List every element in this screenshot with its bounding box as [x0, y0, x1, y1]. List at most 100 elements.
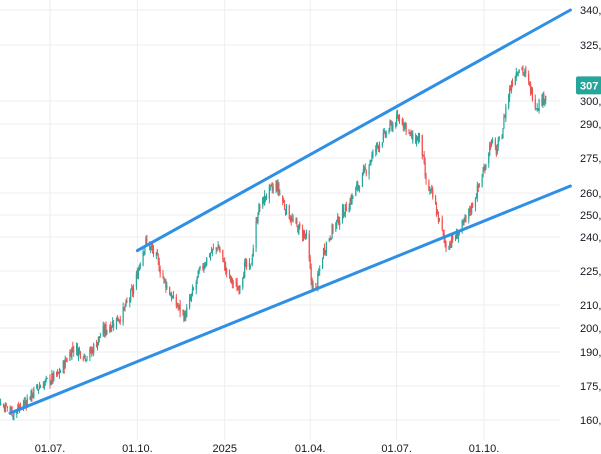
- candle-body: [116, 315, 119, 321]
- price-tick-label: 200,: [580, 323, 601, 335]
- candle-body: [192, 289, 195, 291]
- candle-body: [357, 182, 359, 189]
- candle-body: [162, 273, 164, 279]
- candle-body: [122, 306, 124, 323]
- candle-body: [528, 83, 531, 85]
- candle-body: [72, 346, 74, 349]
- candle-body: [456, 233, 459, 239]
- candle-body: [102, 326, 104, 336]
- price-tick-label: 210,: [580, 300, 601, 312]
- candle-body: [23, 401, 25, 405]
- candle-body: [429, 189, 431, 191]
- candle-body: [524, 71, 526, 74]
- candle-body: [469, 207, 471, 213]
- candle-body: [158, 261, 160, 272]
- candle-body: [29, 397, 31, 400]
- upper-trendline[interactable]: [135, 8, 572, 253]
- candle-body: [199, 266, 201, 269]
- candle-body: [375, 149, 377, 152]
- candle-body: [342, 208, 345, 218]
- candle-body: [270, 184, 272, 186]
- candle-body: [69, 351, 71, 361]
- candle-body: [50, 381, 52, 385]
- candle-body: [164, 279, 166, 281]
- candle-body: [516, 73, 518, 75]
- candle-body: [229, 275, 232, 281]
- price-axis[interactable]: 160, 175, 190, 200, 210, 225, 240, 250, 260, 275,…: [580, 5, 601, 427]
- candle-body: [432, 189, 434, 198]
- time-tick-label: 01.07.: [381, 443, 412, 454]
- candle-body: [279, 193, 281, 195]
- candle-body: [464, 217, 466, 221]
- candle-body: [112, 321, 114, 328]
- candle-body: [501, 138, 503, 140]
- price-tick-label: 190,: [580, 347, 601, 359]
- candle-body: [170, 295, 172, 297]
- price-tick-label: 325,: [580, 40, 601, 52]
- candle-body: [70, 351, 72, 357]
- candle-body: [251, 257, 253, 264]
- candle-body: [268, 186, 270, 199]
- candle-body: [510, 84, 513, 91]
- candle-body: [96, 342, 99, 349]
- price-tick-label: 225,: [580, 266, 601, 278]
- candle-body: [46, 378, 48, 380]
- candle-body: [542, 93, 544, 106]
- candle-body: [225, 266, 227, 271]
- candle-body: [319, 269, 321, 271]
- candle-body: [152, 248, 155, 254]
- candle-body: [226, 268, 228, 273]
- candle-body: [463, 219, 465, 222]
- candle-body: [437, 211, 440, 222]
- candle-body: [59, 371, 62, 373]
- candle-body: [38, 386, 41, 389]
- candle-body: [534, 99, 536, 109]
- candle-body: [344, 203, 346, 214]
- price-tick-label: 175,: [580, 381, 601, 393]
- candle-body: [258, 204, 260, 215]
- time-axis[interactable]: 01.07. 01.10. 2025 01.04. 01.07. 01.10.: [35, 443, 500, 454]
- candle-body: [308, 233, 310, 260]
- candle-body: [57, 372, 60, 374]
- candle-body: [338, 217, 340, 225]
- candle-body: [223, 258, 225, 260]
- candle-body: [203, 266, 205, 271]
- candle-body: [283, 200, 285, 203]
- candle-body: [99, 336, 101, 338]
- candle-body: [51, 373, 53, 382]
- candle-body: [136, 272, 138, 279]
- candle-body: [302, 228, 304, 237]
- candle-body: [65, 359, 67, 361]
- candle-body: [412, 134, 414, 142]
- price-tick-label: 160,: [580, 415, 601, 427]
- candle-body: [383, 130, 385, 132]
- candle-body: [442, 230, 444, 233]
- candle-body: [535, 108, 537, 110]
- candle-body: [328, 239, 330, 241]
- candle-body: [84, 355, 86, 360]
- candle-body: [335, 222, 337, 231]
- candle-body: [435, 206, 438, 215]
- lower-trendline[interactable]: [8, 184, 572, 415]
- candle-body: [64, 358, 66, 369]
- candle-body: [341, 208, 344, 221]
- candle-body: [423, 155, 425, 163]
- candle-body: [45, 377, 47, 379]
- time-tick-label: 01.07.: [35, 443, 66, 454]
- price-tick-label: 240,: [580, 232, 601, 244]
- candle-body: [444, 240, 446, 243]
- candle-body: [6, 406, 8, 409]
- candle-body: [191, 288, 194, 295]
- candle-body: [283, 204, 286, 209]
- candle-body: [110, 324, 112, 331]
- candle-body: [358, 185, 360, 189]
- candle-body: [502, 128, 504, 139]
- candle-body: [216, 248, 218, 251]
- candle-body: [126, 301, 128, 303]
- candle-body: [263, 196, 265, 204]
- candle-body: [521, 67, 523, 69]
- candle-body: [304, 235, 307, 237]
- candle-body: [276, 184, 278, 191]
- candle-body: [284, 209, 287, 214]
